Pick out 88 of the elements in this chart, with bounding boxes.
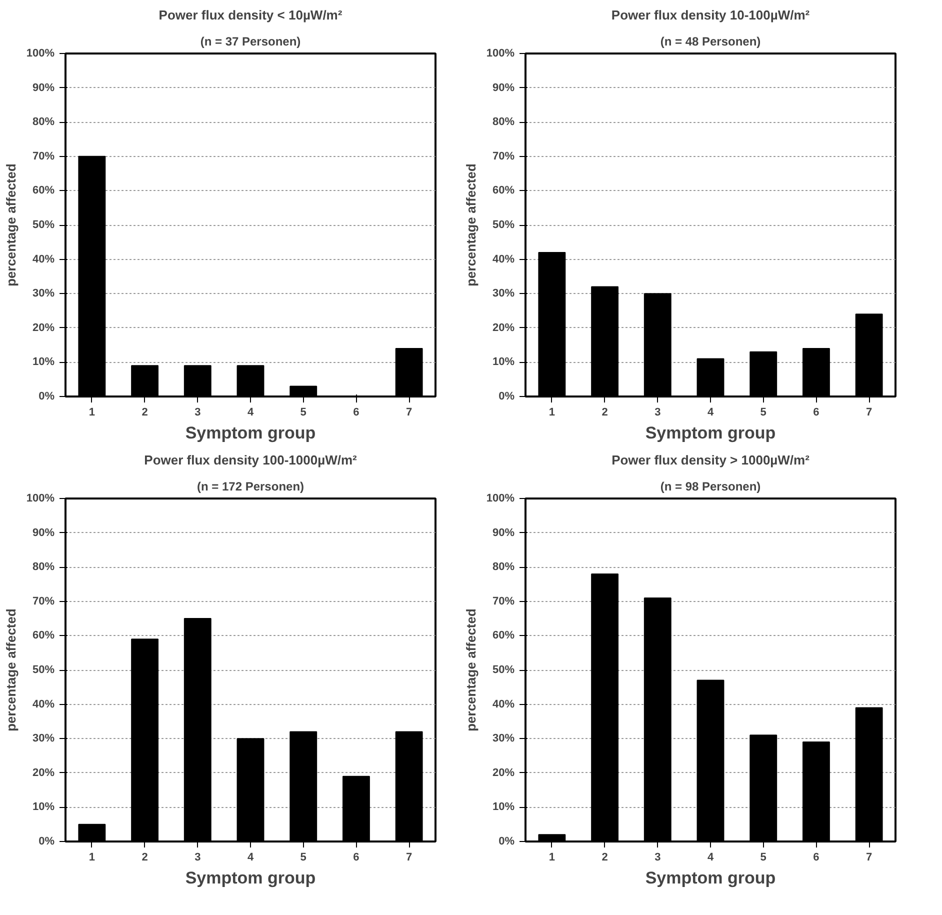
x-tick-label: 5 <box>760 406 766 418</box>
y-tick-label: 80% <box>32 116 55 128</box>
x-tick-label: 7 <box>406 852 412 864</box>
x-axis-title: Symptom group <box>185 868 316 888</box>
chart-title: Power flux density 10-100µW/m² <box>611 8 810 22</box>
y-tick-label: 80% <box>32 561 55 574</box>
x-tick-label: 5 <box>760 852 766 864</box>
y-tick-label: 0% <box>38 836 55 848</box>
y-tick-label: 20% <box>492 322 515 334</box>
y-tick-label: 50% <box>492 219 515 231</box>
y-tick-label: 10% <box>492 801 515 814</box>
y-tick-label: 50% <box>32 219 55 231</box>
y-tick-label: 100% <box>26 492 55 504</box>
y-tick-label: 30% <box>32 288 55 300</box>
y-tick-label: 10% <box>32 801 55 814</box>
y-tick-label: 10% <box>492 356 515 368</box>
y-tick-label: 60% <box>32 184 55 197</box>
y-axis-title: percentage affected <box>3 164 18 286</box>
y-tick-label: 90% <box>492 526 515 539</box>
x-tick-label: 4 <box>247 406 254 418</box>
y-tick-label: 30% <box>32 732 55 745</box>
x-tick-label: 3 <box>654 406 661 418</box>
x-tick-label: 5 <box>300 852 306 864</box>
y-tick-label: 100% <box>486 48 515 60</box>
y-tick-label: 0% <box>498 390 515 402</box>
x-tick-label: 3 <box>654 852 661 864</box>
y-axis-title: percentage affected <box>463 608 478 732</box>
chart-subtitle: (n = 37 Personen) <box>200 34 301 48</box>
y-tick-label: 50% <box>32 664 55 676</box>
y-tick-label: 30% <box>492 288 515 300</box>
x-tick-label: 6 <box>813 852 820 864</box>
y-tick-label: 40% <box>32 253 55 266</box>
x-tick-label: 6 <box>813 406 820 418</box>
y-tick-label: 20% <box>32 766 55 779</box>
x-tick-label: 2 <box>142 406 148 418</box>
y-tick-label: 0% <box>498 836 515 848</box>
x-axis-title: Symptom group <box>645 868 776 888</box>
y-tick-label: 10% <box>32 356 55 368</box>
x-tick-label: 1 <box>88 852 95 864</box>
y-tick-label: 20% <box>32 322 55 334</box>
y-tick-label: 70% <box>492 595 515 608</box>
chart-subtitle: (n = 98 Personen) <box>660 480 761 494</box>
y-tick-label: 90% <box>32 526 55 539</box>
x-tick-label: 1 <box>548 852 555 864</box>
y-tick-label: 100% <box>26 48 55 60</box>
x-tick-label: 3 <box>194 852 201 864</box>
x-tick-label: 4 <box>247 852 254 864</box>
x-tick-label: 7 <box>406 406 412 418</box>
x-tick-label: 1 <box>548 406 555 418</box>
x-axis-title: Symptom group <box>645 424 776 442</box>
chart-title: Power flux density > 1000µW/m² <box>612 452 810 468</box>
x-tick-label: 4 <box>707 406 714 418</box>
chart-subtitle: (n = 172 Personen) <box>196 480 304 494</box>
chart-subtitle: (n = 48 Personen) <box>660 34 761 48</box>
x-tick-label: 7 <box>866 852 872 864</box>
y-tick-label: 40% <box>32 698 55 710</box>
y-tick-label: 20% <box>492 766 515 779</box>
x-tick-label: 3 <box>194 406 201 418</box>
y-axis-title: percentage affected <box>3 608 18 732</box>
y-tick-label: 40% <box>492 253 515 266</box>
x-axis-title: Symptom group <box>185 424 316 442</box>
x-tick-label: 2 <box>602 852 608 864</box>
y-tick-label: 70% <box>32 595 55 608</box>
x-tick-label: 6 <box>353 406 360 418</box>
x-tick-label: 7 <box>866 406 872 418</box>
y-tick-label: 60% <box>32 630 55 642</box>
y-tick-label: 70% <box>32 150 55 162</box>
y-tick-label: 80% <box>492 116 515 128</box>
chart-title: Power flux density < 10µW/m² <box>158 8 343 22</box>
y-tick-label: 0% <box>38 390 55 402</box>
y-tick-label: 60% <box>492 184 515 197</box>
x-tick-label: 5 <box>300 406 306 418</box>
y-tick-label: 60% <box>492 630 515 642</box>
x-tick-label: 4 <box>707 852 714 864</box>
y-tick-label: 80% <box>492 561 515 574</box>
y-axis-title: percentage affected <box>463 164 478 286</box>
y-tick-label: 50% <box>492 664 515 676</box>
x-tick-label: 2 <box>602 406 608 418</box>
x-tick-label: 1 <box>88 406 95 418</box>
y-tick-label: 40% <box>492 698 515 710</box>
x-tick-label: 6 <box>353 852 360 864</box>
y-tick-label: 70% <box>492 150 515 162</box>
y-tick-label: 90% <box>492 82 515 94</box>
chart-title: Power flux density 100-1000µW/m² <box>144 452 358 468</box>
x-tick-label: 2 <box>142 852 148 864</box>
y-tick-label: 30% <box>492 732 515 745</box>
y-tick-label: 100% <box>486 492 515 504</box>
y-tick-label: 90% <box>32 82 55 94</box>
